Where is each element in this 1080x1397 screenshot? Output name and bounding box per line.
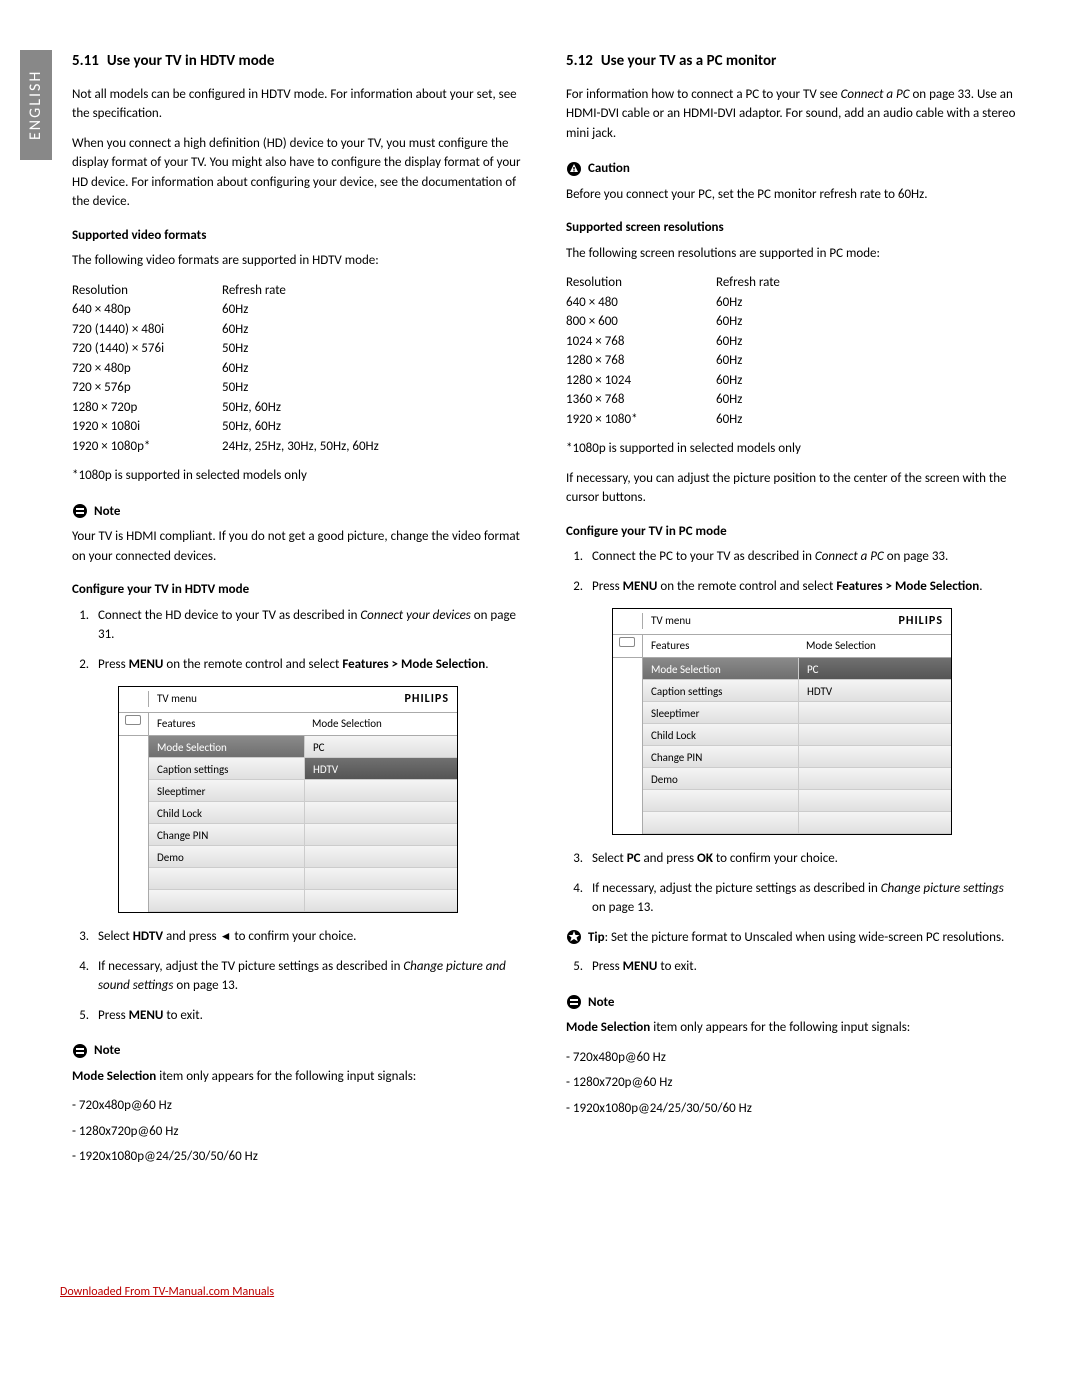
tv-menu-screenshot: TV menuPHILIPSFeaturesMode SelectionMode… xyxy=(612,608,952,835)
table-row: 1024 × 76860Hz xyxy=(566,332,1020,352)
note-heading: Note xyxy=(72,502,526,522)
list-item: Select HDTV and press ◄ to confirm your … xyxy=(92,927,526,947)
list-item: Connect the PC to your TV as described i… xyxy=(586,547,1020,567)
note-label: Note xyxy=(94,502,120,522)
table-row: 720 × 576p50Hz xyxy=(72,378,526,398)
tip-row: Tip: Set the picture format to Unscaled … xyxy=(566,928,1020,948)
list-item: Press MENU on the remote control and sel… xyxy=(586,577,1020,836)
paragraph: Not all models can be configured in HDTV… xyxy=(72,85,526,124)
right-column: 5.12 Use your TV as a PC monitor For info… xyxy=(566,50,1020,1173)
table-row: 1280 × 102460Hz xyxy=(566,371,1020,391)
list-item: 1280x720p@60 Hz xyxy=(72,1122,526,1142)
table-row: 1280 × 76860Hz xyxy=(566,351,1020,371)
section-title: Use your TV as a PC monitor xyxy=(601,52,777,70)
section-heading: 5.12 Use your TV as a PC monitor xyxy=(566,50,1020,73)
note-label: Note xyxy=(94,1041,120,1061)
paragraph: For information how to connect a PC to y… xyxy=(566,85,1020,144)
list-item: Select PC and press OK to confirm your c… xyxy=(586,849,1020,869)
table-header: Refresh rate xyxy=(716,273,1020,293)
sub-heading: Configure your TV in HDTV mode xyxy=(72,580,526,600)
note-label: Note xyxy=(588,993,614,1013)
tip-icon xyxy=(566,929,582,948)
note-heading: Note xyxy=(72,1041,526,1061)
resolution-table: Resolution Refresh rate 640 × 48060Hz800… xyxy=(566,273,1020,429)
left-column: 5.11 Use your TV in HDTV mode Not all mod… xyxy=(72,50,526,1173)
table-row: 640 × 48060Hz xyxy=(566,293,1020,313)
note-heading: Note xyxy=(566,993,1020,1013)
list-item: If necessary, adjust the TV picture sett… xyxy=(92,957,526,996)
list-item: 720x480p@60 Hz xyxy=(566,1048,1020,1068)
paragraph: The following video formats are supporte… xyxy=(72,251,526,271)
sub-heading: Supported video formats xyxy=(72,226,526,246)
sub-heading: Supported screen resolutions xyxy=(566,218,1020,238)
tv-menu-screenshot: TV menuPHILIPSFeaturesMode SelectionMode… xyxy=(118,686,458,913)
footer-link[interactable]: Downloaded From TV-Manual.com Manuals xyxy=(60,1285,274,1299)
steps-list: Connect the PC to your TV as described i… xyxy=(586,547,1020,918)
table-header: Refresh rate xyxy=(222,281,526,301)
signal-list: 720x480p@60 Hz 1280x720p@60 Hz 1920x1080p@… xyxy=(72,1096,526,1167)
table-row: 1360 × 76860Hz xyxy=(566,390,1020,410)
section-heading: 5.11 Use your TV in HDTV mode xyxy=(72,50,526,73)
paragraph: The following screen resolutions are sup… xyxy=(566,244,1020,264)
note-icon xyxy=(72,1043,88,1059)
table-row: 720 (1440) × 576i50Hz xyxy=(72,339,526,359)
steps-list: Connect the HD device to your TV as desc… xyxy=(92,606,526,1026)
footer: Downloaded From TV-Manual.com Manuals xyxy=(20,1283,1020,1301)
list-item: If necessary, adjust the picture setting… xyxy=(586,879,1020,918)
left-arrow-icon: ◄ xyxy=(220,928,232,946)
paragraph: Your TV is HDMI compliant. If you do not… xyxy=(72,527,526,566)
table-row: 1920 × 1080p*24Hz, 25Hz, 30Hz, 50Hz, 60H… xyxy=(72,437,526,457)
list-item: 1920x1080p@24/25/30/50/60 Hz xyxy=(566,1099,1020,1119)
video-format-table: Resolution Refresh rate 640 × 480p60Hz72… xyxy=(72,281,526,457)
table-row: 1920 × 1080i50Hz, 60Hz xyxy=(72,417,526,437)
table-header: Resolution xyxy=(72,281,222,301)
caution-heading: Caution xyxy=(566,159,1020,179)
note-icon xyxy=(72,503,88,519)
table-row: 640 × 480p60Hz xyxy=(72,300,526,320)
steps-list: Press MENU to exit. xyxy=(586,957,1020,977)
footnote: *1080p is supported in selected models o… xyxy=(72,466,526,486)
table-row: 720 × 480p60Hz xyxy=(72,359,526,379)
paragraph: If necessary, you can adjust the picture… xyxy=(566,469,1020,508)
table-row: 1280 × 720p50Hz, 60Hz xyxy=(72,398,526,418)
paragraph: Mode Selection item only appears for the… xyxy=(566,1018,1020,1038)
list-item: Press MENU on the remote control and sel… xyxy=(92,655,526,914)
list-item: Press MENU to exit. xyxy=(586,957,1020,977)
caution-label: Caution xyxy=(588,159,630,179)
sub-heading: Configure your TV in PC mode xyxy=(566,522,1020,542)
note-icon xyxy=(566,994,582,1010)
footnote: *1080p is supported in selected models o… xyxy=(566,439,1020,459)
list-item: Press MENU to exit. xyxy=(92,1006,526,1026)
list-item: 720x480p@60 Hz xyxy=(72,1096,526,1116)
paragraph: When you connect a high definition (HD) … xyxy=(72,134,526,212)
caution-icon xyxy=(566,161,582,177)
section-title: Use your TV in HDTV mode xyxy=(107,52,275,70)
section-number: 5.11 xyxy=(72,52,99,70)
list-item: 1920x1080p@24/25/30/50/60 Hz xyxy=(72,1147,526,1167)
table-row: 720 (1440) × 480i60Hz xyxy=(72,320,526,340)
paragraph: Before you connect your PC, set the PC m… xyxy=(566,185,1020,205)
table-row: 800 × 60060Hz xyxy=(566,312,1020,332)
list-item: 1280x720p@60 Hz xyxy=(566,1073,1020,1093)
language-tab: ENGLISH xyxy=(20,50,52,160)
paragraph: Mode Selection item only appears for the… xyxy=(72,1067,526,1087)
table-header: Resolution xyxy=(566,273,716,293)
signal-list: 720x480p@60 Hz 1280x720p@60 Hz 1920x1080p@… xyxy=(566,1048,1020,1119)
list-item: Connect the HD device to your TV as desc… xyxy=(92,606,526,645)
section-number: 5.12 xyxy=(566,52,593,70)
table-row: 1920 × 1080*60Hz xyxy=(566,410,1020,430)
